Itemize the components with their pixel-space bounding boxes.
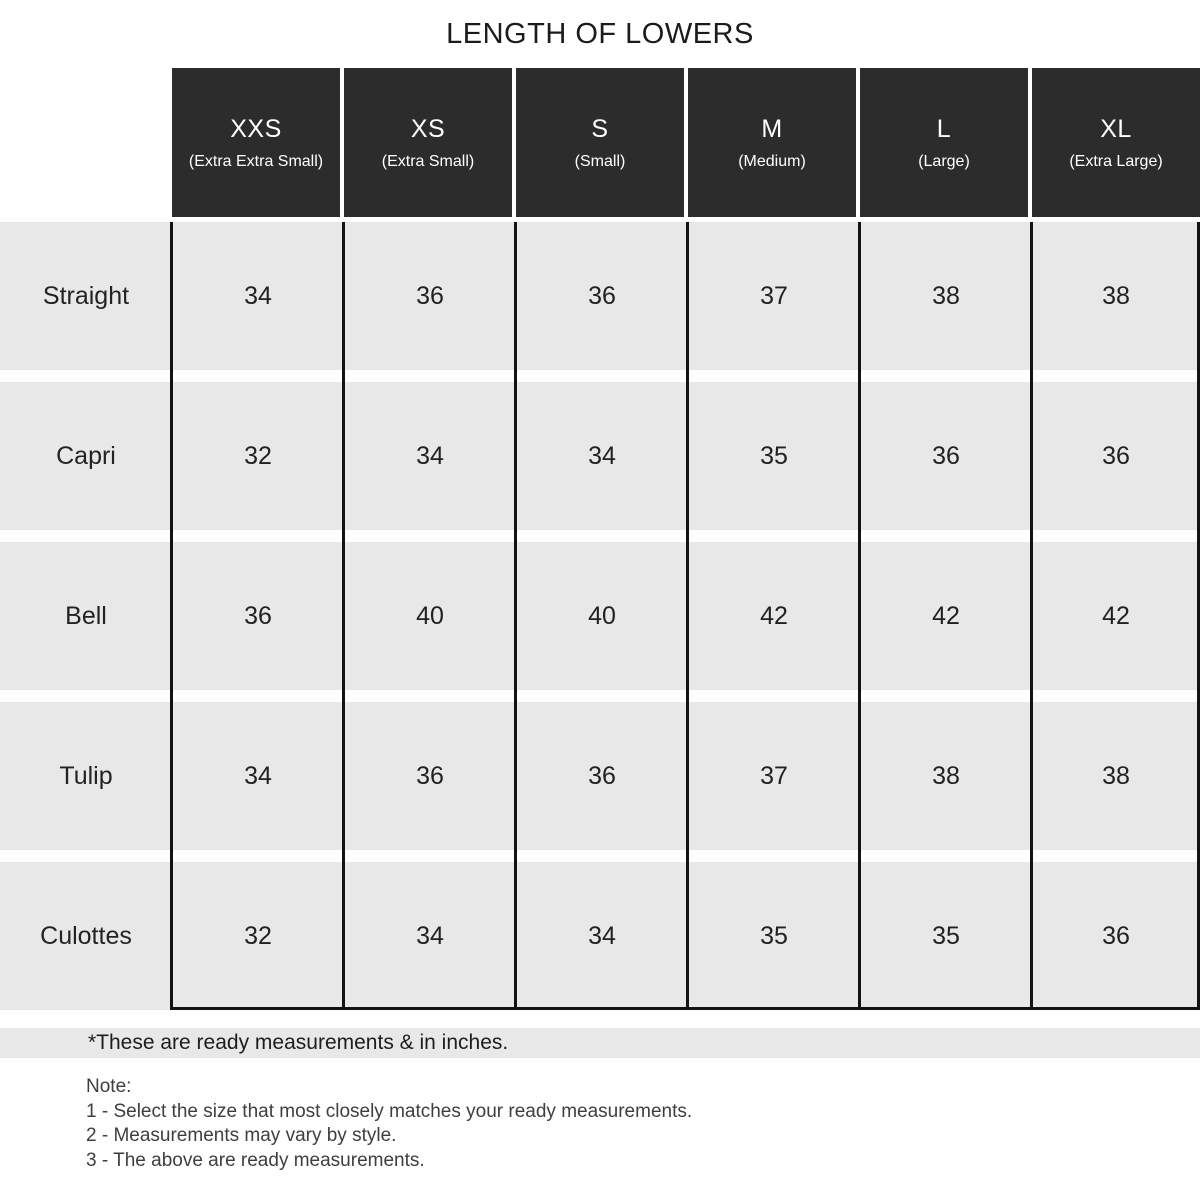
column-header-xl: XL (Extra Large) (1032, 68, 1200, 217)
row-label-culottes: Culottes (0, 862, 172, 1010)
row-label-capri: Capri (0, 382, 172, 530)
header-spacer (0, 68, 168, 217)
size-value-cell: 34 (516, 862, 688, 1010)
size-fullname: (Large) (918, 152, 970, 170)
size-value-cell: 42 (688, 542, 860, 690)
note-item: 1 - Select the size that most closely ma… (86, 1100, 693, 1122)
size-value-cell: 40 (344, 542, 516, 690)
size-value-cell: 37 (688, 222, 860, 370)
size-value-cell: 36 (1032, 382, 1200, 530)
size-value-cell: 34 (344, 862, 516, 1010)
size-fullname: (Extra Small) (381, 152, 475, 170)
title-bar: LENGTH OF LOWERS (0, 0, 1200, 68)
size-table-body: Straight 34 36 36 37 38 38 Capri 32 34 3… (0, 222, 1200, 1010)
column-header-l: L (Large) (860, 68, 1028, 217)
column-header-xxs: XXS (Extra Extra Small) (172, 68, 340, 217)
size-value-cell: 36 (1032, 862, 1200, 1010)
size-code: S (591, 114, 609, 143)
size-fullname: (Small) (574, 152, 626, 170)
size-value-cell: 36 (344, 702, 516, 850)
size-value-cell: 36 (344, 222, 516, 370)
size-value-cell: 35 (688, 862, 860, 1010)
size-code: XXS (230, 114, 282, 143)
row-label-tulip: Tulip (0, 702, 172, 850)
notes-heading: Note: (86, 1076, 132, 1097)
size-value-cell: 38 (1032, 702, 1200, 850)
size-value-cell: 36 (172, 542, 344, 690)
column-header-s: S (Small) (516, 68, 684, 217)
size-value-cell: 32 (172, 382, 344, 530)
size-value-cell: 42 (1032, 542, 1200, 690)
size-value-cell: 35 (860, 862, 1032, 1010)
size-value-cell: 36 (516, 222, 688, 370)
size-code: XL (1100, 114, 1132, 143)
size-code: L (936, 114, 952, 143)
size-value-cell: 38 (860, 222, 1032, 370)
size-value-cell: 34 (516, 382, 688, 530)
size-fullname: (Medium) (738, 152, 806, 170)
footnote-text: *These are ready measurements & in inche… (88, 1031, 509, 1054)
size-value-cell: 36 (516, 702, 688, 850)
size-value-cell: 36 (860, 382, 1032, 530)
size-value-cell: 40 (516, 542, 688, 690)
size-value-cell: 37 (688, 702, 860, 850)
size-table-header: XXS (Extra Extra Small) XS (Extra Small)… (0, 68, 1200, 217)
size-value-cell: 38 (860, 702, 1032, 850)
size-code: XS (410, 114, 446, 143)
size-fullname: (Extra Large) (1069, 152, 1163, 170)
column-header-xs: XS (Extra Small) (344, 68, 512, 217)
size-value-cell: 34 (344, 382, 516, 530)
size-value-cell: 38 (1032, 222, 1200, 370)
page-title: LENGTH OF LOWERS (446, 17, 754, 50)
note-item: 2 - Measurements may vary by style. (86, 1125, 397, 1146)
column-header-m: M (Medium) (688, 68, 856, 217)
size-value-cell: 42 (860, 542, 1032, 690)
size-value-cell: 34 (172, 222, 344, 370)
notes-section: Note: 1 - Select the size that most clos… (0, 1075, 1200, 1173)
size-value-cell: 35 (688, 382, 860, 530)
size-value-cell: 34 (172, 702, 344, 850)
size-code: M (761, 114, 783, 143)
row-label-straight: Straight (0, 222, 172, 370)
row-label-bell: Bell (0, 542, 172, 690)
size-fullname: (Extra Extra Small) (188, 152, 324, 170)
size-value-cell: 32 (172, 862, 344, 1010)
footnote-band: *These are ready measurements & in inche… (0, 1028, 1200, 1058)
note-item: 3 - The above are ready measurements. (86, 1149, 425, 1171)
